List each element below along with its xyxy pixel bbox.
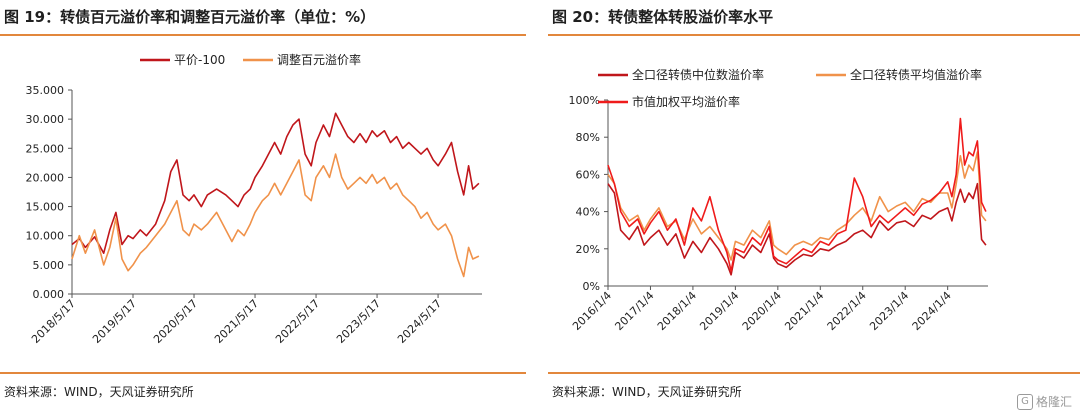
left-y-tick-label: 20.000	[26, 171, 65, 184]
left-x-tick-label: 2024/5/17	[395, 297, 444, 346]
right-title-rule	[548, 34, 1080, 36]
right-legend-label-2: 市值加权平均溢价率	[632, 94, 740, 109]
left-x-tick-label: 2021/5/17	[212, 297, 261, 346]
right-series-line-2	[607, 117, 987, 272]
right-chart-panel: 图 20：转债整体转股溢价率水平 0% 20% 40% 60% 80% 100% 2016/…	[548, 0, 1080, 416]
right-y-tick-label: 80%	[576, 131, 600, 144]
left-chart-svg: 0.000 5.000 10.000 15.000 20.000 25.000 30.000…	[26, 52, 482, 346]
left-y-tick-label: 10.000	[26, 230, 65, 243]
left-y-tick-label: 30.000	[26, 113, 65, 126]
left-y-tick-label: 0.000	[33, 288, 65, 301]
left-y-tick-label: 5.000	[33, 259, 65, 272]
watermark-text: 格隆汇	[1035, 395, 1072, 409]
left-x-tick-label: 2023/5/17	[334, 297, 383, 346]
right-legend-label-0: 全口径转债中位数溢价率	[632, 67, 764, 82]
left-x-tick-label: 2020/5/17	[151, 297, 200, 346]
right-chart-title: 图 20：转债整体转股溢价率水平	[552, 8, 774, 26]
left-y-tick-label: 35.000	[26, 84, 65, 97]
left-chart-panel: 图 19：转债百元溢价率和调整百元溢价率（单位：%） 0.000 5.000 10.…	[0, 0, 526, 416]
right-x-tick-label: 2016/1/4	[570, 289, 614, 333]
right-y-tick-label: 0%	[583, 280, 600, 293]
right-series-line-1	[607, 151, 987, 261]
right-x-tick-label: 2018/1/4	[655, 289, 699, 333]
left-x-tick-label: 2018/5/17	[29, 297, 78, 346]
left-source-rule	[0, 372, 526, 374]
left-chart-source: 资料来源：WIND，天风证券研究所	[4, 385, 194, 399]
right-chart-svg: 0% 20% 40% 60% 80% 100% 2016/1/42017/1/42018/1…	[569, 67, 988, 333]
right-x-tick-label: 2022/1/4	[825, 289, 869, 333]
right-x-tick-label: 2024/1/4	[910, 289, 954, 333]
left-y-tick-label: 25.000	[26, 142, 65, 155]
right-chart-source: 资料来源：WIND，天风证券研究所	[552, 385, 742, 399]
right-y-tick-label: 20%	[576, 243, 600, 256]
left-series-line-0	[71, 112, 480, 254]
left-x-tick-label: 2019/5/17	[90, 297, 139, 346]
gelonghui-logo-icon: G	[1016, 393, 1033, 410]
right-series-line-0	[607, 182, 987, 276]
left-legend-label-1: 调整百元溢价率	[277, 52, 361, 67]
left-x-tick-label: 2022/5/17	[273, 297, 322, 346]
right-legend-label-1: 全口径转债平均值溢价率	[850, 67, 982, 82]
right-x-tick-label: 2020/1/4	[740, 289, 784, 333]
left-chart-title: 图 19：转债百元溢价率和调整百元溢价率（单位：%）	[4, 8, 376, 26]
right-x-tick-label: 2019/1/4	[697, 289, 741, 333]
left-series-line-1	[71, 153, 480, 278]
left-y-tick-label: 15.000	[26, 201, 65, 214]
right-source-rule	[548, 372, 1080, 374]
right-y-tick-label: 100%	[569, 94, 600, 107]
right-x-tick-label: 2021/1/4	[782, 289, 826, 333]
left-title-rule	[0, 34, 526, 36]
right-y-tick-label: 40%	[576, 206, 600, 219]
watermark: G 格隆汇	[1016, 393, 1072, 410]
right-x-tick-label: 2023/1/4	[867, 289, 911, 333]
left-legend-label-0: 平价-100	[174, 53, 225, 67]
right-y-tick-label: 60%	[576, 168, 600, 181]
right-x-tick-label: 2017/1/4	[612, 289, 656, 333]
